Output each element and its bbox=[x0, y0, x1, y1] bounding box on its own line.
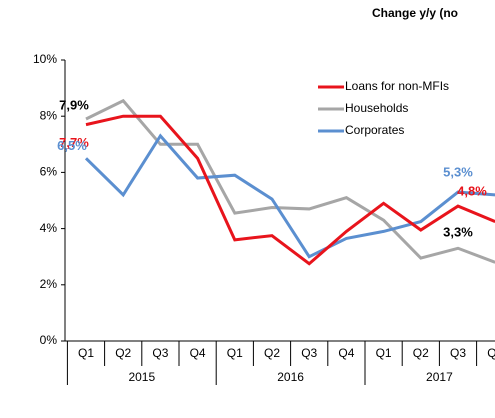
data-label: 7,7% bbox=[59, 135, 89, 150]
y-tick-label: 2% bbox=[40, 277, 58, 291]
y-tick-label: 10% bbox=[33, 52, 57, 66]
legend-label: Corporates bbox=[345, 123, 404, 137]
line-series bbox=[85, 114, 495, 266]
x-tick-label: Q1 bbox=[227, 346, 243, 360]
legend-label: Loans for non-MFIs bbox=[345, 79, 449, 93]
line-series bbox=[84, 133, 495, 259]
y-tick-label: 0% bbox=[40, 333, 58, 347]
x-tick-label: Q4 bbox=[487, 346, 495, 360]
x-tick-label: Q4 bbox=[190, 346, 206, 360]
data-label: 5,3% bbox=[443, 165, 473, 180]
x-tick-label: Q1 bbox=[78, 346, 94, 360]
x-tick-label: Q4 bbox=[338, 346, 354, 360]
x-tick-label: Q3 bbox=[450, 346, 466, 360]
data-label: 3,3% bbox=[443, 225, 473, 240]
x-tick-label: Q3 bbox=[152, 346, 168, 360]
legend-label: Households bbox=[345, 101, 408, 115]
y-tick-label: 6% bbox=[40, 165, 58, 179]
x-tick-label: Q2 bbox=[413, 346, 429, 360]
x-tick-label: Q2 bbox=[115, 346, 131, 360]
data-label: 4,8% bbox=[457, 184, 487, 199]
y-tick-label: 4% bbox=[40, 221, 58, 235]
x-group-label: 2016 bbox=[277, 370, 304, 384]
x-tick-label: Q1 bbox=[376, 346, 392, 360]
x-group-label: 2017 bbox=[426, 370, 453, 384]
data-label: 7,9% bbox=[59, 97, 89, 112]
x-tick-label: Q3 bbox=[301, 346, 317, 360]
y-tick-label: 8% bbox=[40, 108, 58, 122]
x-tick-label: Q2 bbox=[264, 346, 280, 360]
x-group-label: 2015 bbox=[128, 370, 155, 384]
line-series bbox=[85, 98, 495, 264]
data-label: 6,5% bbox=[57, 138, 87, 153]
chart-title: Change y/y (no bbox=[372, 6, 458, 20]
